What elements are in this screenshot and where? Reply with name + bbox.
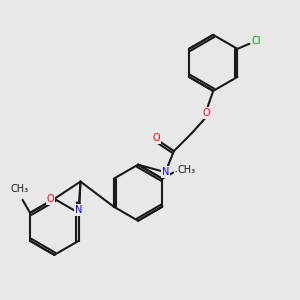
- Text: O: O: [152, 133, 160, 143]
- Text: CH₃: CH₃: [11, 184, 29, 194]
- Text: N: N: [75, 205, 82, 215]
- Text: -H: -H: [175, 166, 186, 176]
- Text: O: O: [202, 108, 210, 118]
- Text: O: O: [46, 194, 54, 204]
- Text: N: N: [162, 167, 169, 177]
- Text: CH₃: CH₃: [178, 165, 196, 175]
- Text: Cl: Cl: [251, 36, 261, 46]
